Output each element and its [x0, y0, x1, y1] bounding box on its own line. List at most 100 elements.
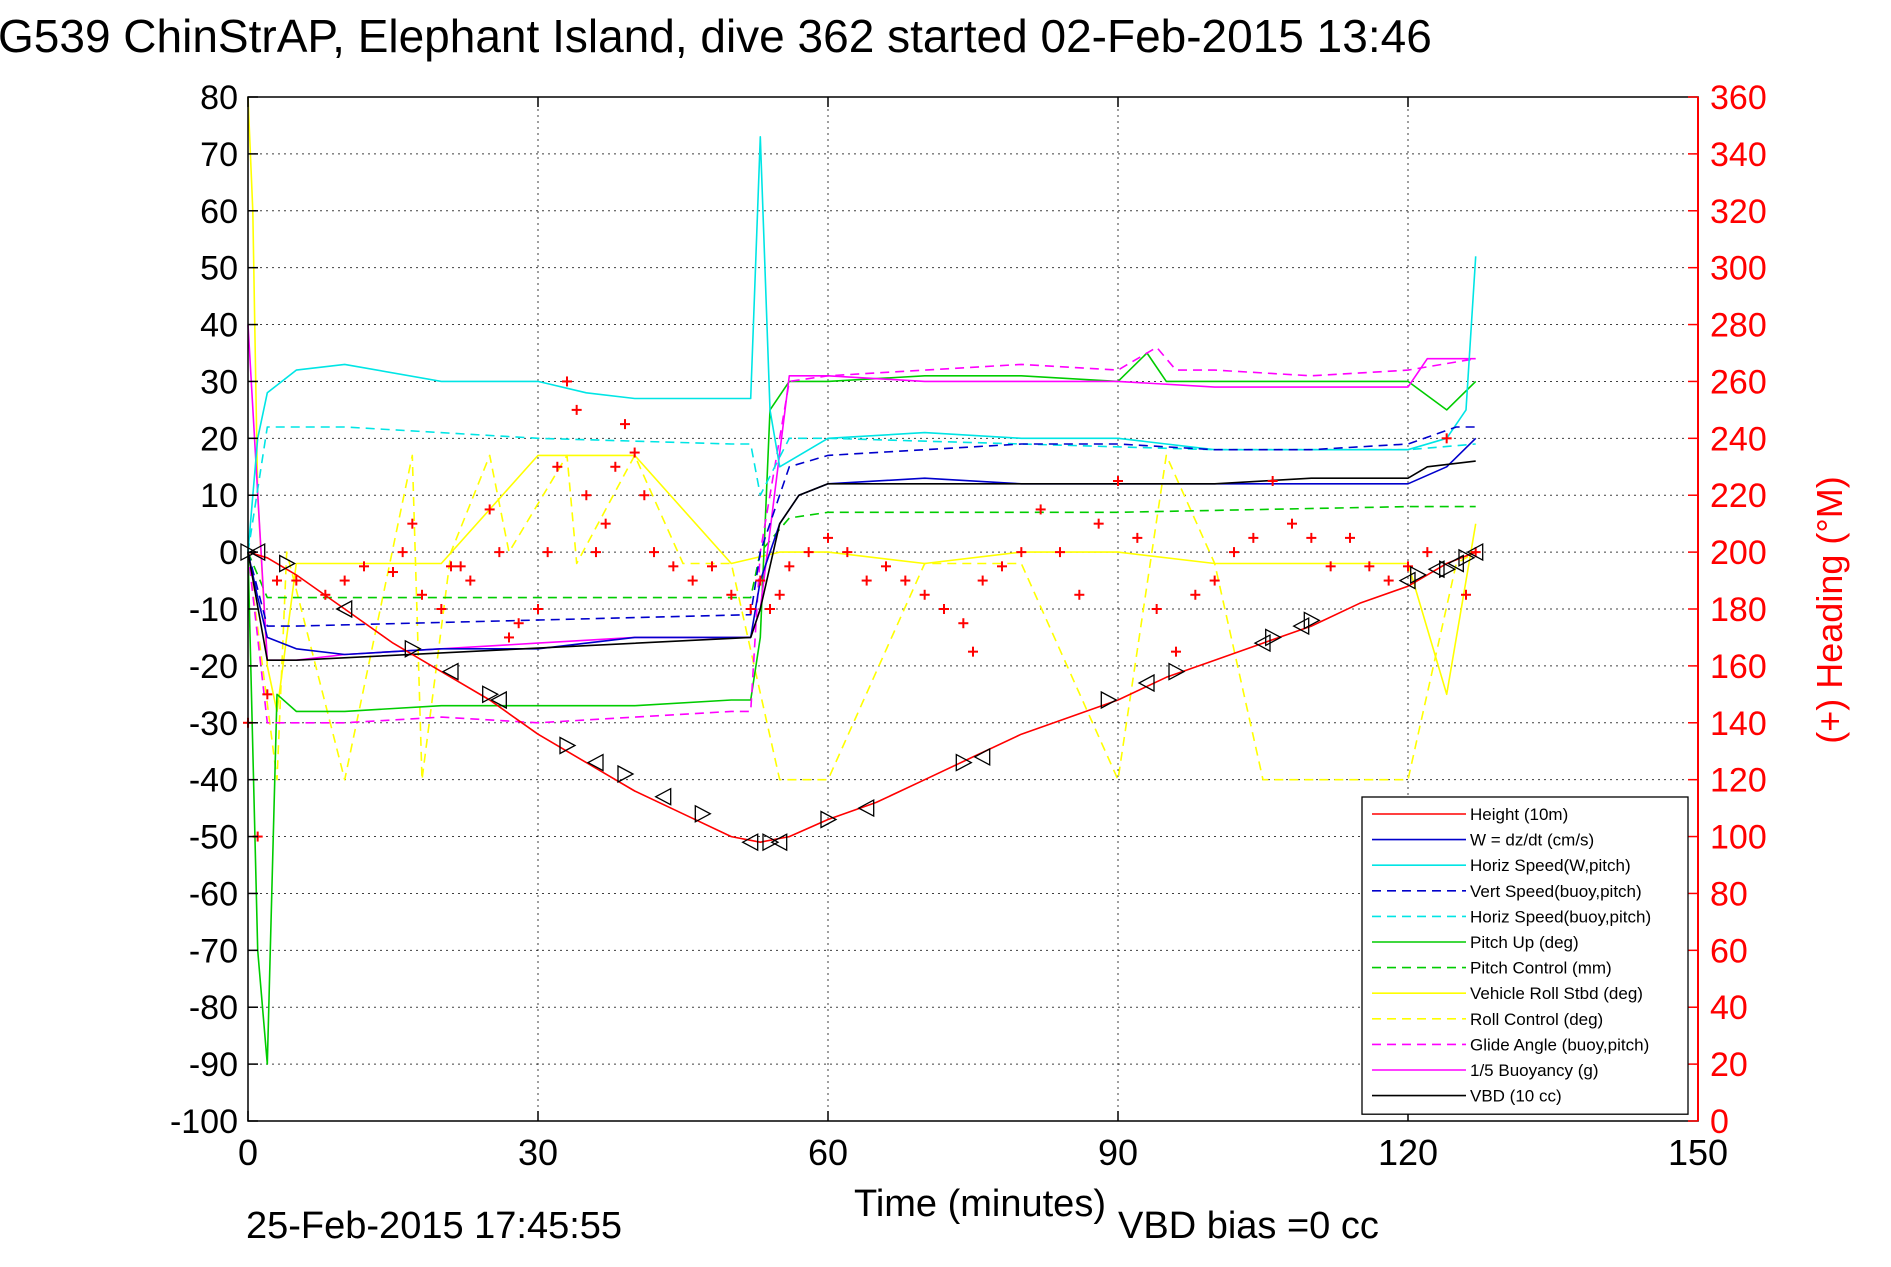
y-left-tick-label: -40 [189, 762, 238, 800]
heading-point [1422, 547, 1433, 558]
heading-point [1287, 518, 1297, 529]
triangle-marker [248, 543, 266, 562]
heading-point [649, 547, 659, 558]
triangle-marker [1439, 560, 1457, 579]
triangle-marker [654, 787, 672, 806]
triangle-marker [489, 690, 507, 710]
series-layer [247, 96, 1477, 1065]
heading-point [436, 604, 447, 614]
x-axis-label: Time (minutes) [854, 1183, 1106, 1225]
triangle-marker [1137, 673, 1155, 693]
heading-point [388, 567, 398, 578]
triangle-marker [404, 639, 422, 658]
y-right-tick-label: 320 [1710, 193, 1767, 231]
heading-point [1074, 589, 1085, 600]
heading-point [639, 490, 650, 501]
triangle-marker [694, 804, 712, 823]
heading-point [1055, 547, 1065, 558]
series-line-vehicle-roll-stbd-deg [247, 96, 1477, 713]
heading-point [687, 575, 698, 586]
triangle-marker [1100, 690, 1118, 710]
y-right-tick-label: 40 [1710, 989, 1748, 1027]
triangle-marker [559, 736, 577, 755]
heading-point [465, 575, 476, 586]
series-line-w-dz-dt-cm-s [247, 437, 1477, 656]
heading-point [1470, 547, 1481, 558]
heading-point [881, 561, 891, 572]
y-left-tick-label: 70 [200, 136, 238, 174]
heading-point [600, 518, 611, 529]
triangle-marker [1410, 565, 1428, 584]
y-right-tick-label: 200 [1710, 534, 1767, 572]
triangle-marker [279, 554, 297, 573]
y-left-tick-label: 40 [200, 307, 238, 345]
triangle-marker [741, 833, 759, 852]
y-left-tick-label: 50 [200, 250, 238, 288]
heading-point [620, 419, 630, 430]
heading-point [397, 547, 408, 558]
y-left-tick-label: -90 [189, 1046, 238, 1084]
triangle-marker [1303, 611, 1321, 630]
heading-point [1190, 589, 1201, 600]
triangle-marker [441, 662, 459, 681]
triangle-marker [1265, 628, 1283, 647]
y-right-tick-label: 260 [1710, 363, 1767, 401]
triangle-marker [762, 833, 780, 852]
y-right-tick-label: 0 [1710, 1103, 1729, 1141]
y-left-tick-label: 20 [200, 420, 238, 458]
heading-point [359, 561, 369, 572]
heading-point [446, 561, 456, 572]
heading-point [513, 618, 524, 629]
heading-point [591, 547, 601, 558]
heading-point [1306, 532, 1317, 543]
triangle-marker [335, 599, 353, 619]
y-left-tick-label: -30 [189, 705, 238, 743]
heading-point [320, 589, 331, 600]
heading-point [1229, 547, 1239, 558]
y-right-tick-label: 80 [1710, 875, 1748, 913]
heading-point [1403, 561, 1413, 572]
legend-label: Height (10m) [1470, 805, 1568, 824]
heading-point [823, 532, 833, 543]
legend-box [1361, 796, 1689, 1115]
heading-point [1209, 575, 1220, 586]
heading-point [919, 589, 930, 600]
y-right-tick-label: 220 [1710, 477, 1767, 515]
heading-point [571, 404, 582, 415]
y-left-tick-label: -10 [189, 591, 238, 629]
heading-point [262, 689, 273, 700]
series-line-height-10m [247, 551, 1476, 844]
y-left-tick-label: -20 [189, 648, 238, 686]
triangle-marker [617, 764, 635, 784]
heading-point [707, 561, 717, 572]
x-tick-label: 30 [518, 1132, 558, 1173]
y-right-tick-label: 140 [1710, 705, 1767, 743]
heading-point [668, 561, 679, 572]
y-right-tick-label: 160 [1710, 648, 1767, 686]
heading-point [861, 575, 872, 586]
heading-point [1461, 589, 1471, 600]
triangle-marker [770, 833, 788, 852]
heading-point [1383, 575, 1394, 586]
timestamp-footer: 25-Feb-2015 17:45:55 [246, 1205, 622, 1247]
heading-point [1113, 476, 1123, 486]
triangle-marker [1466, 543, 1484, 562]
heading-point [803, 547, 814, 558]
heading-point [1035, 504, 1046, 515]
axes: 0 30 60 90 120 15080706050403020100-10-20-30-… [170, 79, 1767, 1173]
chart-title: G539 ChinStrAP, Elephant Island, dive 36… [0, 10, 1432, 62]
series-line-vbd-10-cc [247, 460, 1476, 662]
x-tick-label: 90 [1098, 1132, 1138, 1173]
heading-point [1093, 518, 1104, 529]
y-right-tick-label: 60 [1710, 932, 1748, 970]
triangle-marker [820, 810, 838, 829]
series-line-glide-angle-buoy-pitch [247, 346, 1476, 724]
series-line-vert-speed-buoy-pitch [247, 426, 1476, 627]
y-right-tick-label: 280 [1710, 307, 1767, 345]
y-left-tick-label: 80 [200, 79, 238, 117]
y-right-tick-label: 20 [1710, 1046, 1748, 1084]
legend-label: Horiz Speed(W,pitch) [1470, 856, 1631, 875]
legend: Height (10m) W = dz/dt (cm/s) Horiz Speed(… [1361, 796, 1689, 1115]
legend-label: Glide Angle (buoy,pitch) [1470, 1035, 1649, 1054]
